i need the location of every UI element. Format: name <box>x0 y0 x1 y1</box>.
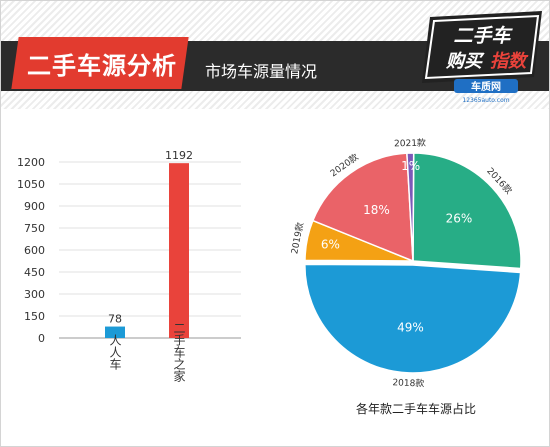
logo-site-name: 车质网 <box>471 80 501 93</box>
y-tick-label: 150 <box>24 310 45 323</box>
pie-slice <box>311 152 414 263</box>
logo-shape <box>422 11 542 83</box>
logo-text-buy: 购买 <box>445 51 485 72</box>
bar <box>169 163 189 338</box>
bar-data-label: 78 <box>108 313 122 326</box>
pie-percent-label: 26% <box>446 211 473 225</box>
y-tick-label: 900 <box>24 200 45 213</box>
y-tick-label: 750 <box>24 222 45 235</box>
x-category-label: 人人车 <box>108 334 122 371</box>
y-tick-label: 0 <box>38 332 45 345</box>
logo-site-badge <box>454 79 518 93</box>
logo-text-index: 指数 <box>490 51 529 72</box>
pie-category-label: 2021款 <box>394 137 426 150</box>
logo-text-top: 二手车 <box>453 25 513 47</box>
y-tick-label: 600 <box>24 244 45 257</box>
bar-chart: 0 150 300 450 600 750 900 1050 1200 78 人人车 1192 二手车之… <box>17 149 241 382</box>
pie-category-label: 2018款 <box>392 376 424 389</box>
logo: 二手车 购买 指数 车质网 12365auto.com <box>422 11 542 104</box>
y-tick-label: 450 <box>24 266 45 279</box>
pie-slice <box>406 152 415 262</box>
pie-slice <box>412 152 522 270</box>
page-title: 二手车源分析 <box>27 52 177 80</box>
pie-percent-label: 1% <box>401 159 420 173</box>
x-category-label: 二手车之家 <box>172 322 186 382</box>
page-subtitle: 市场车源量情况 <box>205 62 318 81</box>
bar-data-label: 1192 <box>165 149 193 162</box>
logo-site-url: 12365auto.com <box>462 97 509 104</box>
logo-outline <box>424 14 540 80</box>
y-tick-label: 1200 <box>17 156 45 169</box>
pie-slice <box>304 263 522 374</box>
pie-percent-label: 49% <box>397 321 424 335</box>
y-tick-label: 300 <box>24 288 45 301</box>
y-tick-label: 1050 <box>17 178 45 191</box>
bar <box>105 326 125 338</box>
pie-category-label: 2019款 <box>288 221 306 255</box>
pie-chart-title: 各年款二手车车源占比 <box>355 402 476 416</box>
pie-percent-label: 6% <box>321 238 340 252</box>
pie-percent-label: 18% <box>363 203 390 217</box>
charts-area: 0 150 300 450 600 750 900 1050 1200 78 人人车 1192 二手车之… <box>17 137 522 390</box>
